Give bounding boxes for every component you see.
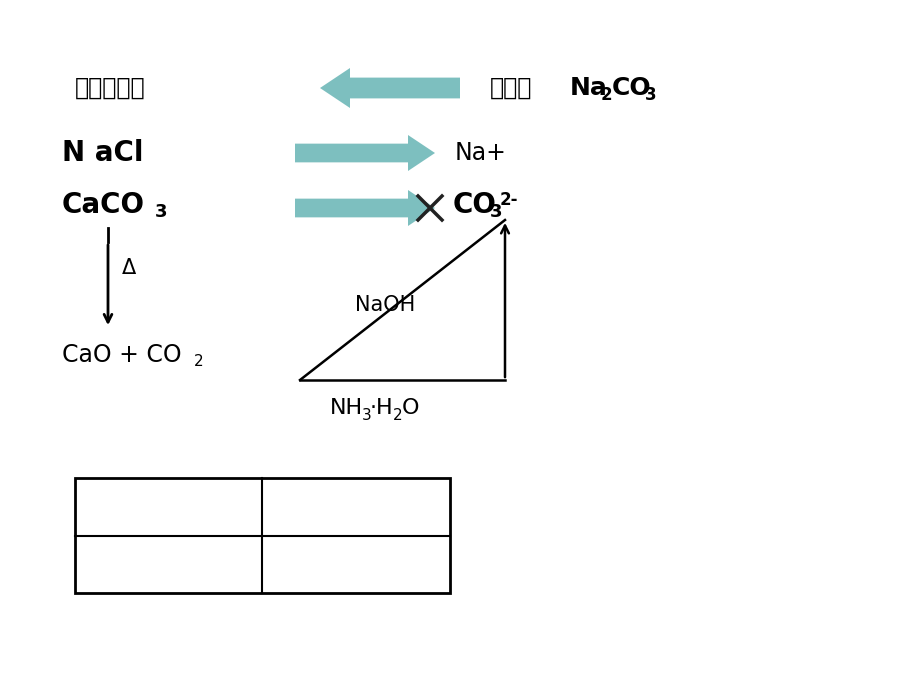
Text: Na+: Na+ (455, 141, 506, 165)
Text: 纯碱：: 纯碱： (490, 76, 532, 100)
Text: 2: 2 (194, 355, 203, 370)
Text: CO: CO (611, 76, 651, 100)
Text: CaO + CO: CaO + CO (62, 343, 181, 367)
Text: 廉价的原料: 廉价的原料 (75, 76, 145, 100)
Text: 2-: 2- (499, 191, 518, 209)
Text: 3: 3 (490, 203, 502, 221)
Text: O: O (402, 398, 419, 418)
Text: CaCO: CaCO (62, 191, 145, 219)
Text: Na: Na (570, 76, 607, 100)
Text: 3: 3 (154, 203, 167, 221)
Polygon shape (320, 68, 460, 108)
Text: NaOH: NaOH (355, 295, 414, 315)
Text: NH: NH (330, 398, 363, 418)
Text: N aCl: N aCl (62, 139, 143, 167)
Text: 2: 2 (392, 408, 403, 422)
Text: 3: 3 (644, 86, 656, 104)
Text: Δ: Δ (122, 258, 136, 278)
Text: CO: CO (452, 191, 496, 219)
Polygon shape (75, 478, 449, 593)
Text: 2: 2 (600, 86, 612, 104)
Polygon shape (295, 190, 435, 226)
Polygon shape (295, 135, 435, 171)
Text: ·H: ·H (369, 398, 393, 418)
Text: 3: 3 (361, 408, 371, 422)
